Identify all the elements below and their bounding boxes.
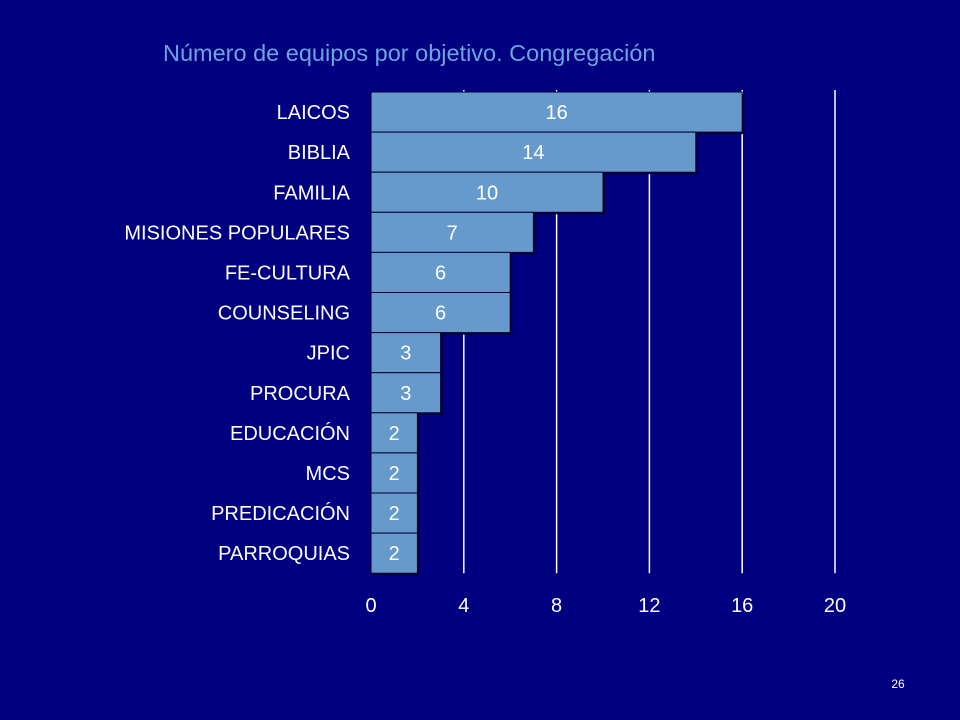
category-label: MCS xyxy=(306,463,350,485)
category-label: EDUCACIÓN xyxy=(230,422,350,445)
bar xyxy=(370,492,418,534)
category-label: COUNSELING xyxy=(218,303,350,325)
x-tick-label: 12 xyxy=(638,595,660,617)
bar xyxy=(370,332,442,374)
bar xyxy=(370,251,511,293)
bar-value-label: 3 xyxy=(400,343,411,365)
category-label: PARROQUIAS xyxy=(218,543,350,565)
bar-value-label: 2 xyxy=(389,543,400,565)
x-tick-label: 0 xyxy=(365,595,376,617)
bar-value-label: 14 xyxy=(522,142,544,164)
x-tick-label: 8 xyxy=(551,595,562,617)
bar-value-label: 2 xyxy=(389,503,400,525)
bar xyxy=(370,171,604,213)
category-label: FE-CULTURA xyxy=(225,262,351,284)
x-axis-ticks: 0 4 8 12 16 20 xyxy=(365,595,846,617)
category-label: MISIONES POPULARES xyxy=(124,222,350,244)
x-tick-label: 16 xyxy=(731,595,753,617)
category-label: BIBLIA xyxy=(288,142,351,164)
chart-title: Número de equipos por objetivo. Congrega… xyxy=(163,40,656,66)
category-label: PREDICACIÓN xyxy=(211,502,350,525)
x-tick-label: 20 xyxy=(824,595,846,617)
bar-value-label: 10 xyxy=(476,182,498,204)
category-label: PROCURA xyxy=(250,383,351,405)
bar xyxy=(370,292,511,334)
bar-value-label: 2 xyxy=(389,423,400,445)
bar-value-label: 6 xyxy=(435,303,446,325)
bar xyxy=(370,532,418,574)
bar xyxy=(370,211,534,253)
bar xyxy=(370,412,418,454)
bar-value-label: 16 xyxy=(545,102,567,124)
category-label: JPIC xyxy=(307,343,350,365)
page-number: 26 xyxy=(891,677,905,691)
category-label: LAICOS xyxy=(277,102,350,124)
bar xyxy=(370,91,743,133)
bar xyxy=(370,452,418,494)
bar-value-label: 2 xyxy=(389,463,400,485)
bar xyxy=(370,372,442,414)
bar-value-label: 6 xyxy=(435,262,446,284)
bar-value-label: 7 xyxy=(447,222,458,244)
bar xyxy=(370,131,697,173)
bar-value-label: 3 xyxy=(400,383,411,405)
category-labels: LAICOS BIBLIA FAMILIA MISIONES POPULARES FE-… xyxy=(124,102,350,565)
x-tick-label: 4 xyxy=(458,595,469,617)
category-label: FAMILIA xyxy=(273,182,350,204)
